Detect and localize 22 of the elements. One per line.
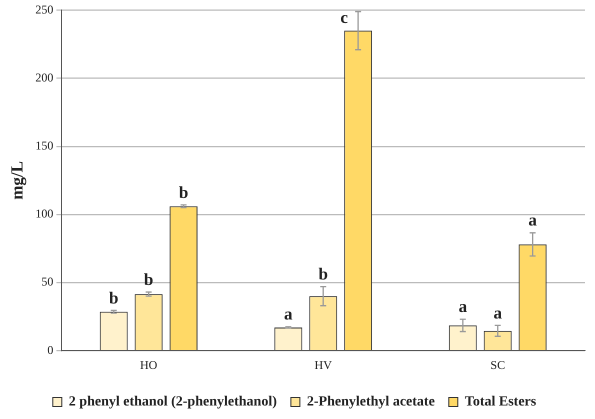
legend-label: Total Esters [464,394,537,410]
data-label: a [458,297,468,316]
data-label: a [284,304,294,324]
y-tick-label: 0 [47,342,54,357]
legend-label: 2-Phenylethyl acetate [306,394,435,410]
data-label: b [318,264,328,284]
y-tick-label: 250 [35,2,54,16]
y-tick-label: 100 [35,206,54,221]
data-label: b [178,182,188,202]
legend-label: 2 phenyl ethanol (2-phenylethanol) [68,394,278,410]
y-tick-label: 200 [35,70,54,84]
data-label: a [528,210,538,230]
x-tick-label: HO [140,358,158,372]
y-tick-label: 150 [35,138,54,153]
data-label: b [144,270,154,289]
data-label: c [340,8,348,28]
data-label: a [493,303,502,322]
y-axis-title: mg/L [8,161,27,200]
x-tick-label: SC [490,358,506,372]
data-label: b [109,288,118,308]
y-tick-label: 50 [41,274,54,289]
x-tick-label: HV [314,358,332,372]
